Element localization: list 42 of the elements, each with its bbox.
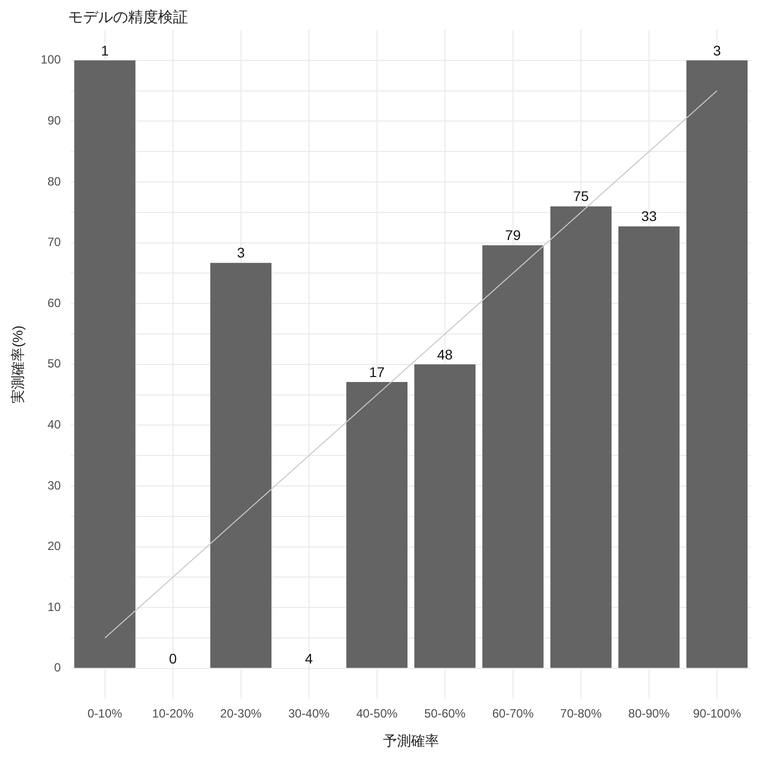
annotation: 75 [573, 188, 589, 204]
bar [482, 245, 544, 668]
y-axis-title: 実測確率(%) [9, 326, 26, 404]
y-tick-label: 20 [47, 539, 62, 554]
y-tick-label: 70 [47, 235, 62, 250]
y-tick-label: 0 [54, 660, 62, 675]
y-tick-label: 90 [47, 114, 62, 128]
annotation: 3 [713, 42, 722, 58]
y-tick-label: 80 [47, 174, 62, 188]
annotation: 79 [505, 227, 521, 244]
x-tick-label: 50-60% [424, 706, 466, 720]
bar [618, 226, 680, 668]
x-tick-label: 10-20% [152, 706, 194, 720]
annotation: 48 [437, 346, 453, 362]
bar [686, 60, 748, 668]
bar [210, 262, 272, 668]
x-tick-label: 20-30% [220, 706, 262, 720]
bar [550, 206, 612, 668]
bar [414, 364, 476, 668]
x-tick-label: 70-80% [560, 706, 602, 720]
y-tick-label: 50 [47, 356, 62, 371]
annotation: 1 [100, 42, 109, 58]
x-tick-label: 40-50% [356, 706, 398, 720]
x-tick-label: 90-100% [692, 706, 742, 720]
annotation: 4 [304, 650, 313, 666]
annotation: 33 [641, 208, 657, 224]
y-tick-label: 60 [47, 296, 62, 310]
y-tick-label: 10 [47, 600, 62, 614]
annotation: 0 [168, 650, 177, 666]
annotation: 17 [369, 364, 385, 380]
chart-title: モデルの精度検証 [68, 8, 188, 27]
bar [346, 382, 408, 668]
y-tick-label: 100 [40, 52, 62, 67]
x-tick-label: 30-40% [288, 706, 330, 720]
x-tick-label: 80-90% [628, 706, 670, 720]
bar [74, 60, 136, 668]
y-tick-label: 30 [47, 478, 62, 492]
x-axis-title: 予測確率 [382, 732, 439, 748]
x-tick-label: 0-10% [87, 706, 123, 720]
x-tick-label: 60-70% [492, 706, 534, 720]
annotation: 3 [236, 244, 245, 261]
y-tick-label: 40 [47, 418, 62, 432]
